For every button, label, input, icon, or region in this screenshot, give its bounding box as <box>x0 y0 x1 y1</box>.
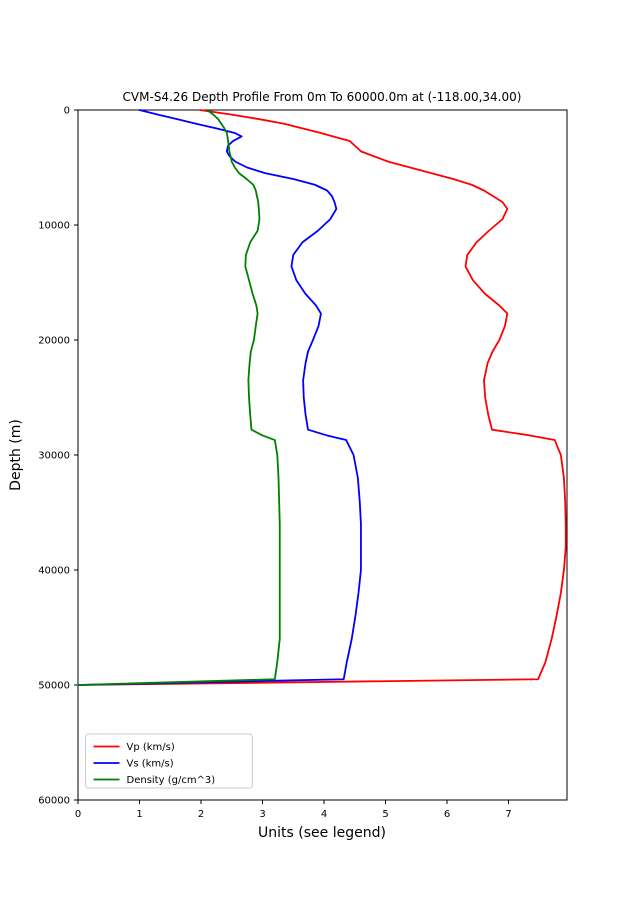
y-axis-label: Depth (m) <box>8 419 24 491</box>
vp-curve <box>77 109 567 686</box>
x-tick-label: 0 <box>75 809 81 820</box>
legend-item-vs: Vs (km/s) <box>93 759 174 770</box>
legend-item-vp: Vp (km/s) <box>93 742 175 753</box>
y-tick-label: 40000 <box>38 566 70 577</box>
chart-title: CVM-S4.26 Depth Profile From 0m To 60000… <box>123 90 522 104</box>
y-tick-label: 30000 <box>38 451 70 462</box>
profile-curves <box>77 109 567 686</box>
x-tick-label: 3 <box>259 809 265 820</box>
y-tick-label: 10000 <box>38 221 70 232</box>
x-tick-label: 2 <box>198 809 204 820</box>
x-tick-label: 6 <box>444 809 450 820</box>
x-tick-label: 4 <box>321 809 327 820</box>
legend-box <box>85 733 253 789</box>
y-axis-ticks: 0 10000 20000 30000 40000 50000 60000 <box>38 106 78 807</box>
y-tick-label: 0 <box>64 106 70 117</box>
x-tick-label: 5 <box>382 809 388 820</box>
x-axis-ticks: 0 1 2 3 4 5 6 7 <box>75 800 512 820</box>
y-tick-label: 50000 <box>38 681 70 692</box>
legend-item-label: Vs (km/s) <box>127 759 174 770</box>
x-axis-label: Units (see legend) <box>258 825 386 841</box>
density-curve <box>77 109 281 686</box>
vs-curve <box>77 109 362 686</box>
plot-border <box>77 109 568 801</box>
y-tick-label: 20000 <box>38 336 70 347</box>
legend-item-label: Density (g/cm^3) <box>127 775 216 786</box>
legend: Vp (km/s) Vs (km/s) Density (g/cm^3) <box>85 733 253 789</box>
legend-item-density: Density (g/cm^3) <box>93 775 216 786</box>
legend-item-label: Vp (km/s) <box>127 742 175 753</box>
x-tick-label: 1 <box>136 809 142 820</box>
x-tick-label: 7 <box>505 809 511 820</box>
y-tick-label: 60000 <box>38 796 70 807</box>
